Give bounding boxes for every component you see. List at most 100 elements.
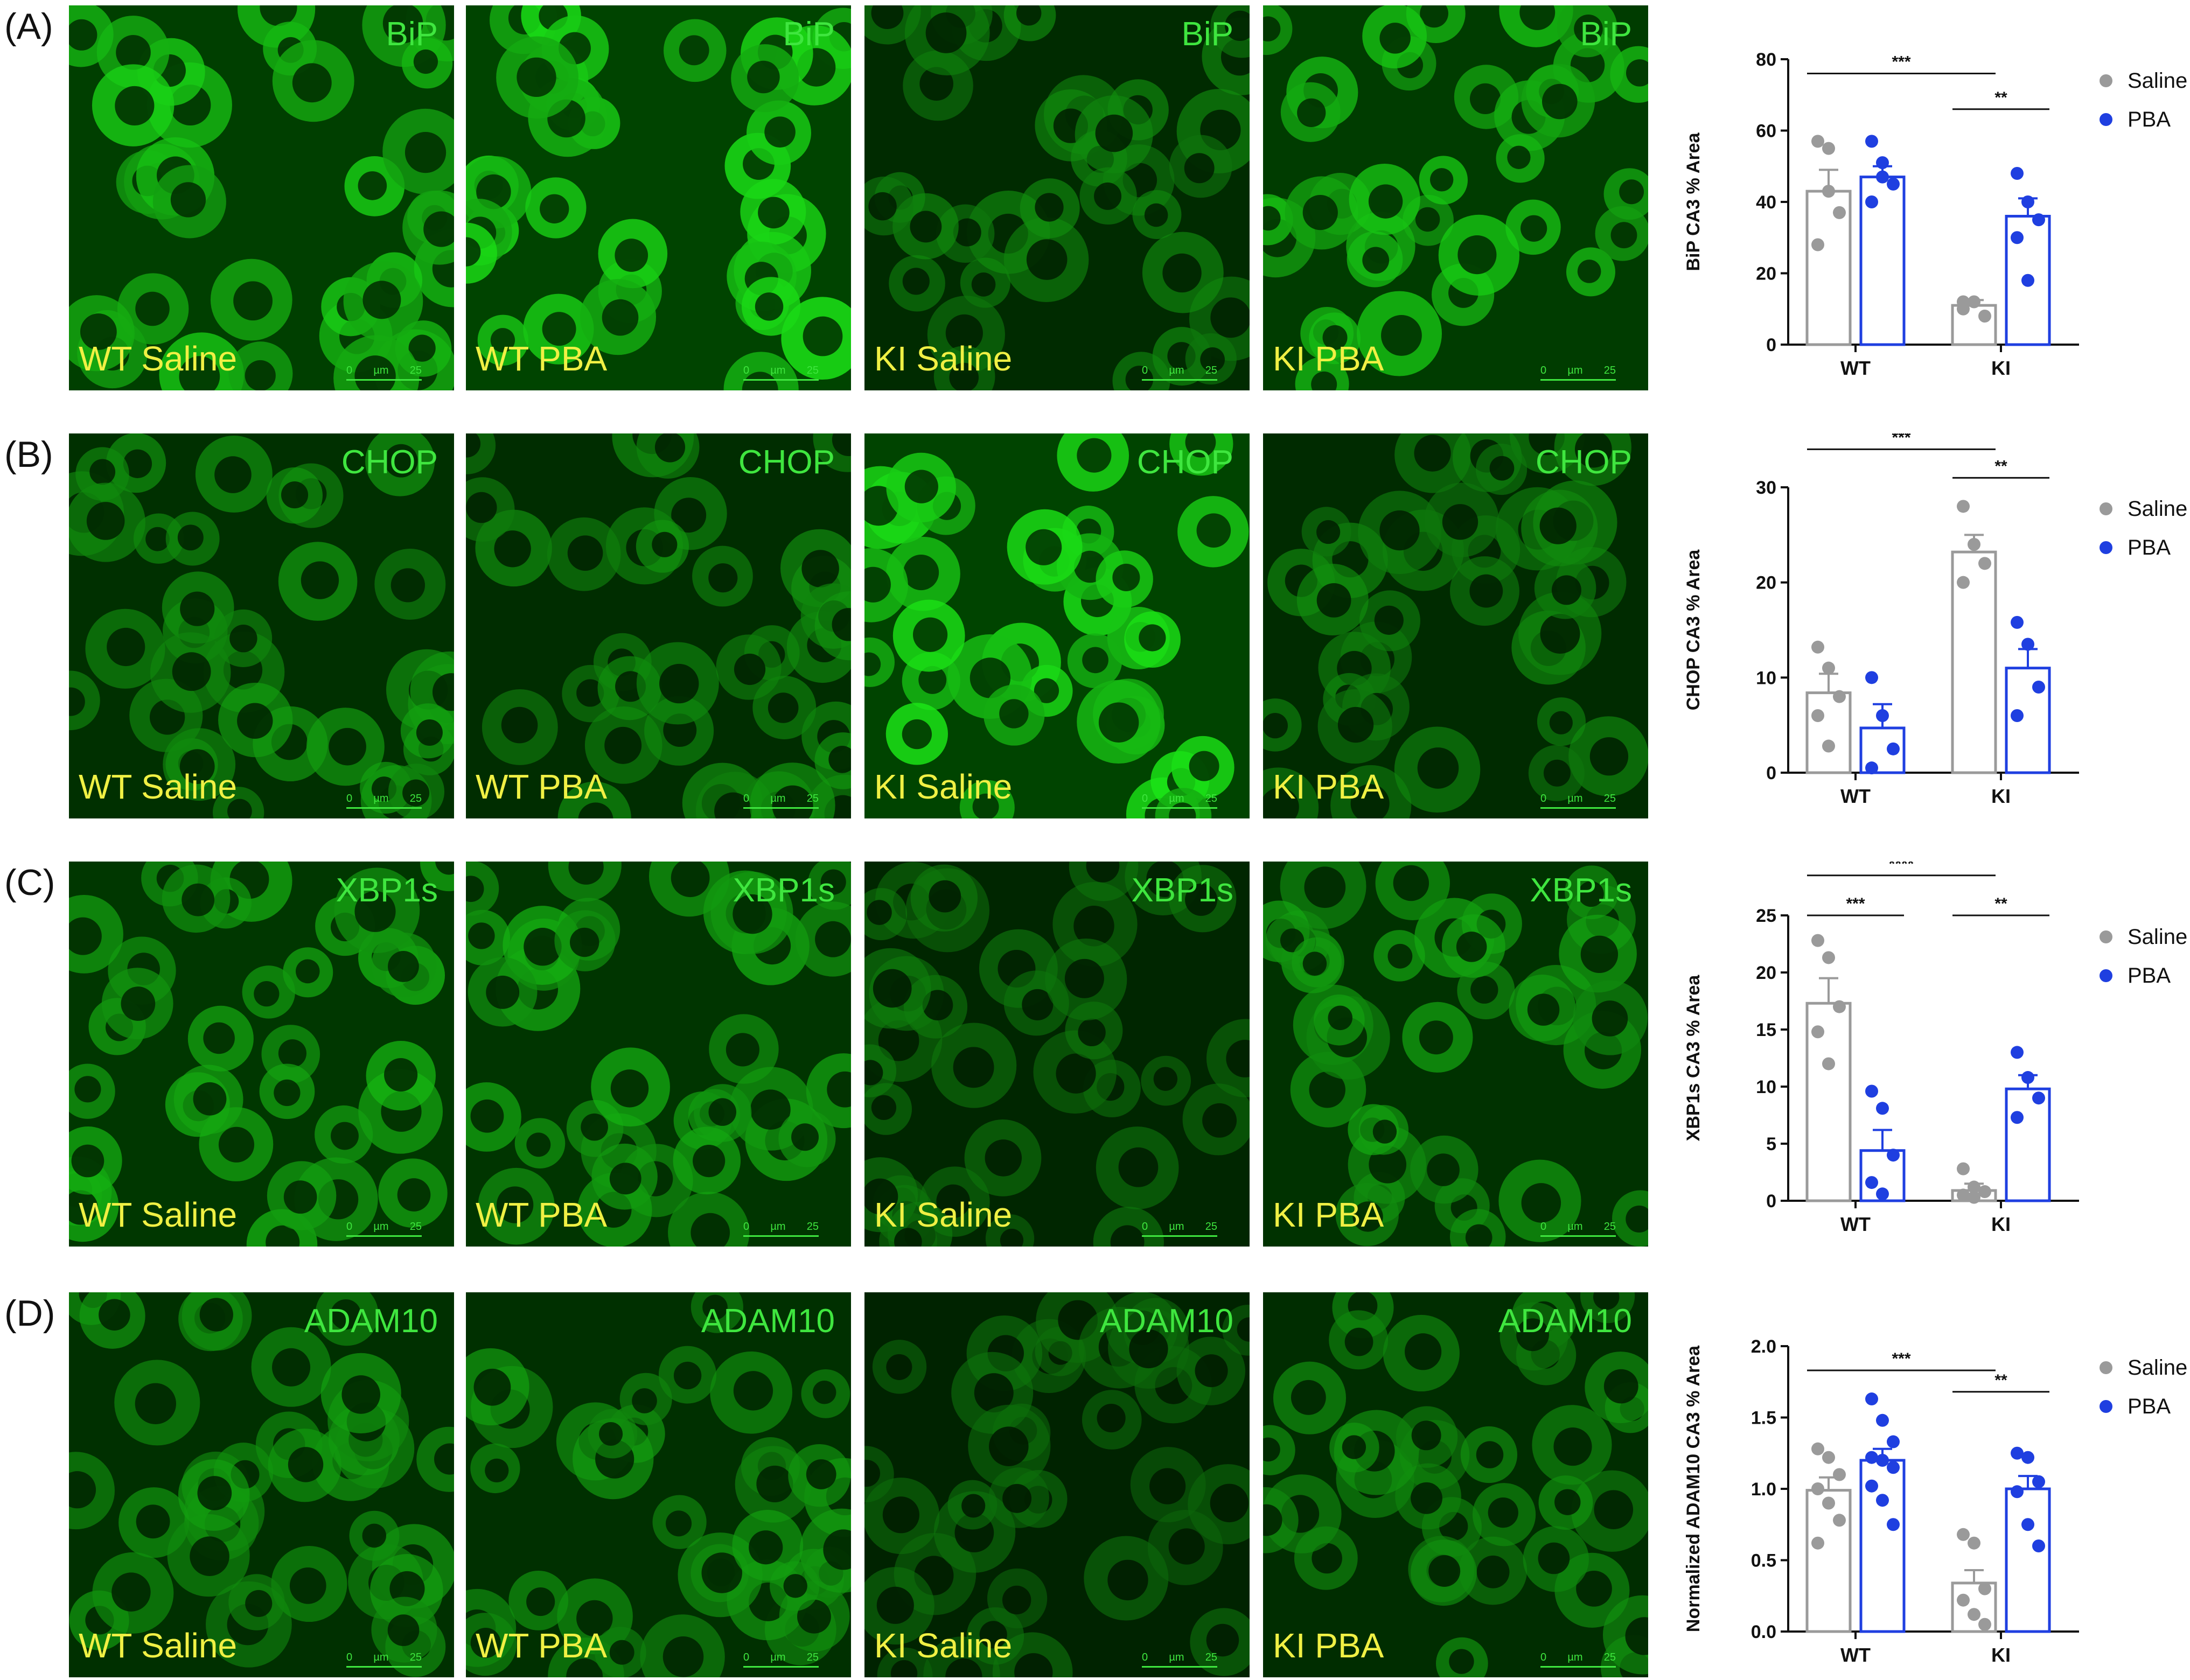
scale-bar-text: 0 µm 25 bbox=[346, 793, 422, 805]
data-point bbox=[1968, 1608, 1980, 1621]
data-point bbox=[1978, 1618, 1991, 1631]
data-point bbox=[2021, 195, 2034, 208]
condition-label: WT Saline bbox=[79, 339, 238, 378]
scale-zero: 0 bbox=[1142, 1651, 1148, 1663]
significance-label: ** bbox=[1994, 457, 2007, 475]
marker-label: BiP bbox=[386, 16, 438, 53]
scale-zero: 0 bbox=[743, 1221, 750, 1233]
data-point bbox=[2011, 1111, 2024, 1124]
marker-label: CHOP bbox=[738, 444, 835, 481]
y-axis-title: XBP1s CA3 % Area bbox=[1683, 975, 1704, 1142]
data-point bbox=[1876, 1454, 1889, 1467]
scale-value: 25 bbox=[806, 1651, 819, 1663]
scale-bar-line bbox=[743, 379, 819, 381]
scale-bar: 0 µm 25 bbox=[346, 793, 422, 811]
scale-zero: 0 bbox=[346, 1651, 353, 1663]
data-point bbox=[1957, 500, 1970, 513]
data-point bbox=[1811, 1482, 1824, 1495]
y-tick-label: 0 bbox=[1766, 335, 1776, 355]
data-point bbox=[1811, 1536, 1824, 1550]
data-point bbox=[1968, 1191, 1980, 1204]
x-tick-label: KI bbox=[1991, 1644, 2011, 1666]
scale-bar: 0 µm 25 bbox=[743, 1221, 819, 1239]
scale-value: 25 bbox=[1603, 1651, 1616, 1663]
scale-bar-line bbox=[1142, 807, 1217, 809]
micrograph-texture bbox=[69, 862, 454, 1247]
marker-label: BiP bbox=[1580, 16, 1632, 53]
scale-bar-text: 0 µm 25 bbox=[1540, 1221, 1616, 1233]
micrograph: CHOP KI PBA 0 µm 25 bbox=[1263, 433, 1648, 818]
data-point bbox=[1865, 1176, 1878, 1189]
y-tick-label: 0 bbox=[1766, 1191, 1776, 1212]
y-tick-label: 1.5 bbox=[1751, 1408, 1776, 1429]
scale-bar: 0 µm 25 bbox=[743, 1651, 819, 1670]
scale-value: 25 bbox=[409, 365, 422, 376]
data-point bbox=[1833, 1000, 1846, 1013]
scale-zero: 0 bbox=[346, 1221, 353, 1233]
data-point bbox=[2032, 1539, 2045, 1552]
marker-label: XBP1s bbox=[733, 872, 835, 909]
scale-unit: µm bbox=[373, 365, 389, 376]
scale-bar-line bbox=[743, 1666, 819, 1668]
scale-zero: 0 bbox=[1142, 793, 1148, 804]
micrograph: XBP1s WT Saline 0 µm 25 bbox=[69, 862, 454, 1247]
significance-label: *** bbox=[1892, 1350, 1910, 1368]
scale-value: 25 bbox=[409, 1221, 422, 1233]
data-point bbox=[1968, 538, 1980, 551]
legend-marker bbox=[2100, 969, 2112, 982]
marker-label: CHOP bbox=[341, 444, 438, 481]
condition-label: KI PBA bbox=[1273, 1626, 1384, 1665]
data-point bbox=[1968, 1536, 1980, 1550]
data-point bbox=[2032, 1091, 2045, 1105]
scale-bar-line bbox=[346, 807, 422, 809]
data-point bbox=[1876, 709, 1889, 722]
y-tick-label: 20 bbox=[1756, 963, 1776, 983]
micrograph-texture bbox=[864, 1292, 1250, 1677]
data-point bbox=[1978, 1185, 1991, 1199]
data-point bbox=[1811, 238, 1824, 251]
legend-marker bbox=[2100, 502, 2112, 515]
scale-bar-line bbox=[1142, 1666, 1217, 1668]
micrograph-texture bbox=[466, 862, 851, 1247]
data-point bbox=[2011, 1046, 2024, 1059]
x-tick-label: WT bbox=[1840, 357, 1871, 379]
scale-zero: 0 bbox=[743, 1651, 750, 1663]
scale-bar-text: 0 µm 25 bbox=[1540, 365, 1616, 377]
scale-unit: µm bbox=[373, 1221, 389, 1233]
data-point bbox=[1876, 170, 1889, 184]
micrograph: XBP1s KI PBA 0 µm 25 bbox=[1263, 862, 1648, 1247]
scale-value: 25 bbox=[1603, 793, 1616, 804]
y-tick-label: 2.0 bbox=[1751, 1336, 1776, 1357]
data-point bbox=[1957, 576, 1970, 589]
data-point bbox=[1822, 739, 1835, 753]
x-tick-label: WT bbox=[1840, 785, 1871, 807]
legend-marker bbox=[2100, 1400, 2112, 1413]
micrograph-texture bbox=[1263, 433, 1648, 818]
scale-zero: 0 bbox=[1540, 365, 1547, 376]
data-point bbox=[1887, 1461, 1900, 1474]
scale-bar: 0 µm 25 bbox=[1142, 1651, 1217, 1670]
scale-bar-line bbox=[346, 1235, 422, 1237]
scale-unit: µm bbox=[1169, 1221, 1184, 1233]
y-tick-label: 30 bbox=[1756, 478, 1776, 498]
data-point bbox=[2021, 1451, 2034, 1464]
scale-bar: 0 µm 25 bbox=[1540, 365, 1616, 383]
data-point bbox=[1833, 690, 1846, 703]
significance-label: **** bbox=[1889, 862, 1914, 873]
x-tick-label: KI bbox=[1991, 785, 2011, 807]
scale-value: 25 bbox=[1205, 793, 1217, 804]
micrograph: ADAM10 KI PBA 0 µm 25 bbox=[1263, 1292, 1648, 1677]
micrograph-texture bbox=[1263, 1292, 1648, 1677]
data-point bbox=[1822, 661, 1835, 675]
y-axis-title: BiP CA3 % Area bbox=[1683, 132, 1704, 271]
micrograph-texture bbox=[864, 5, 1250, 390]
micrograph: CHOP KI Saline 0 µm 25 bbox=[864, 433, 1250, 818]
scale-bar-text: 0 µm 25 bbox=[743, 365, 819, 377]
significance-label: ** bbox=[1994, 895, 2007, 913]
data-point bbox=[1978, 310, 1991, 323]
data-point bbox=[2011, 231, 2024, 244]
scale-bar-text: 0 µm 25 bbox=[1142, 1221, 1217, 1233]
